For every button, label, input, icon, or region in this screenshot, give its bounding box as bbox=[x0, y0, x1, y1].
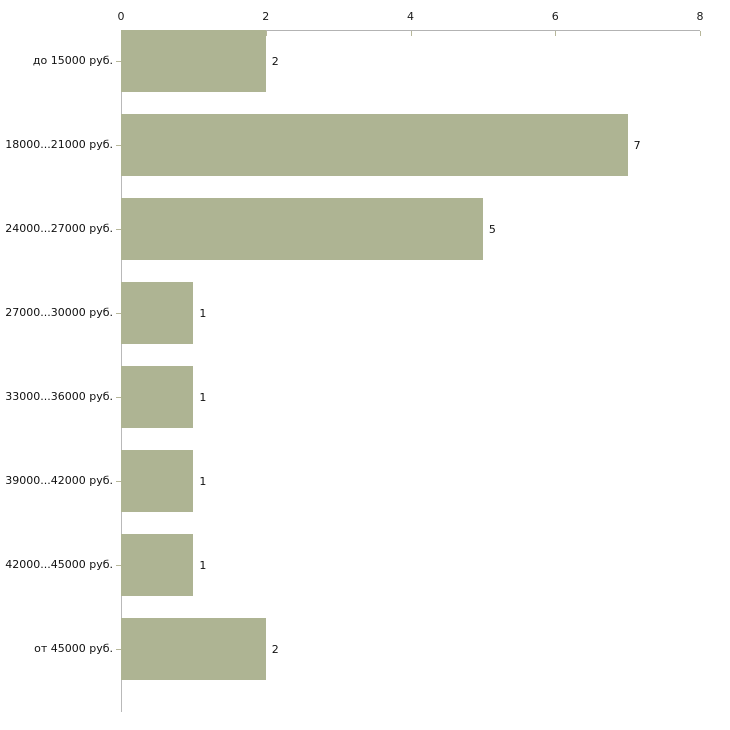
bar bbox=[121, 618, 266, 680]
y-tick-label: до 15000 руб. bbox=[32, 54, 113, 67]
bar-value-label: 1 bbox=[199, 307, 207, 320]
bar-value-label: 2 bbox=[271, 643, 279, 656]
x-tick-label: 2 bbox=[262, 10, 270, 23]
y-tick-label: 42000...45000 руб. bbox=[5, 558, 113, 571]
y-tick-label: 24000...27000 руб. bbox=[5, 222, 113, 235]
y-tick-label: 33000...36000 руб. bbox=[5, 390, 113, 403]
x-tick-mark bbox=[700, 31, 701, 36]
bar bbox=[121, 534, 194, 596]
y-tick-mark bbox=[116, 481, 121, 482]
y-tick-label: от 45000 руб. bbox=[34, 642, 113, 655]
y-tick-mark bbox=[116, 61, 121, 62]
bar bbox=[121, 282, 194, 344]
bar bbox=[121, 450, 194, 512]
x-tick-label: 8 bbox=[696, 10, 704, 23]
x-tick-label: 6 bbox=[551, 10, 559, 23]
y-tick-mark bbox=[116, 145, 121, 146]
bar-value-label: 1 bbox=[199, 559, 207, 572]
bar-value-label: 7 bbox=[633, 139, 641, 152]
y-tick-mark bbox=[116, 397, 121, 398]
y-tick-label: 27000...30000 руб. bbox=[5, 306, 113, 319]
x-tick-mark bbox=[555, 31, 557, 36]
y-tick-mark bbox=[116, 565, 121, 566]
bar bbox=[121, 114, 628, 176]
y-tick-label: 18000...21000 руб. bbox=[5, 138, 113, 151]
y-tick-mark bbox=[116, 649, 121, 650]
bar bbox=[121, 366, 194, 428]
y-tick-label: 39000...42000 руб. bbox=[5, 474, 113, 487]
y-tick-mark bbox=[116, 313, 121, 314]
y-tick-mark bbox=[116, 229, 121, 230]
bar-value-label: 1 bbox=[199, 475, 207, 488]
bar bbox=[121, 198, 483, 260]
x-tick-mark bbox=[410, 31, 412, 36]
x-tick-mark bbox=[265, 31, 267, 36]
x-axis-line bbox=[121, 30, 700, 31]
bar-value-label: 2 bbox=[271, 55, 279, 68]
x-tick-label: 4 bbox=[407, 10, 414, 23]
bar-value-label: 1 bbox=[199, 391, 207, 404]
x-tick-label: 0 bbox=[117, 10, 125, 23]
bar-value-label: 5 bbox=[488, 223, 496, 236]
bar bbox=[121, 30, 266, 92]
